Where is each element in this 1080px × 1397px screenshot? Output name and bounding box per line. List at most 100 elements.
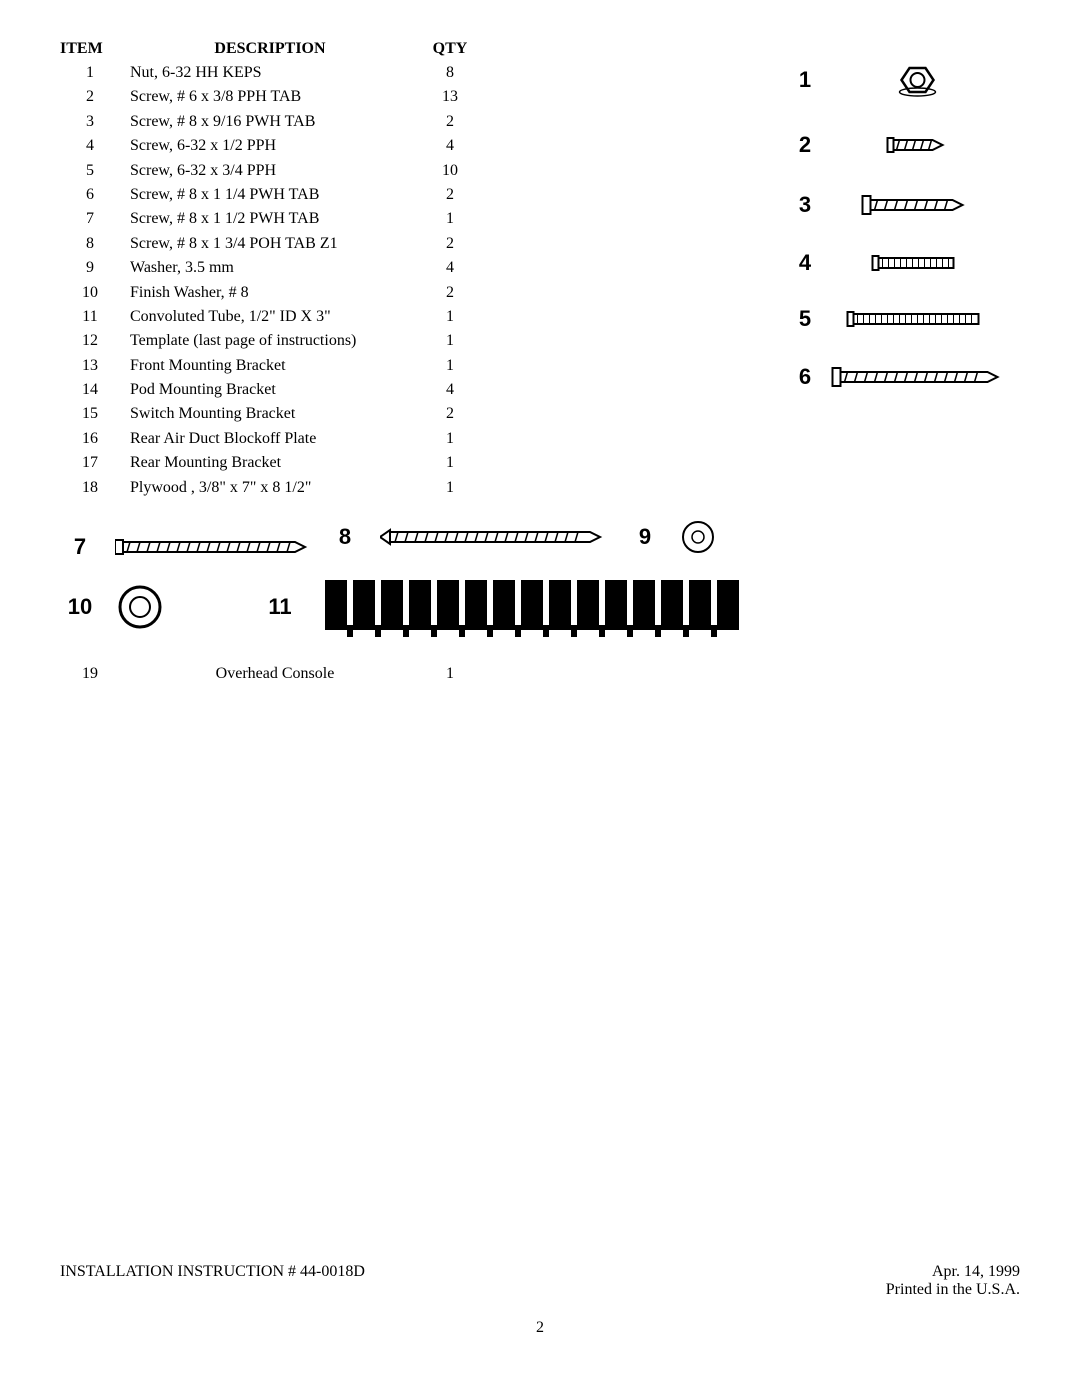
- overhead-qty: 1: [420, 665, 480, 683]
- row-item: 5: [60, 160, 120, 182]
- row-item: 14: [60, 379, 120, 401]
- convoluted-tube-icon: [325, 570, 745, 640]
- table-row: 5 Screw, 6-32 x 3/4 PPH 10: [60, 160, 745, 182]
- row-qty: 2: [420, 184, 480, 206]
- row-item: 9: [60, 257, 120, 279]
- row-qty: 8: [420, 62, 480, 84]
- row-description: Rear Air Duct Blockoff Plate: [120, 428, 420, 450]
- table-row: 18 Plywood , 3/8" x 7" x 8 1/2" 1: [60, 477, 745, 499]
- row-qty: 1: [420, 306, 480, 328]
- row-description: Rear Mounting Bracket: [120, 452, 420, 474]
- illus-num-8: 8: [325, 524, 365, 550]
- row-description: Screw, # 8 x 1 3/4 POH TAB Z1: [120, 233, 420, 255]
- header-item: ITEM: [60, 40, 120, 58]
- row-description: Convoluted Tube, 1/2" ID X 3": [120, 306, 420, 328]
- row-description: Plywood , 3/8" x 7" x 8 1/2": [120, 477, 420, 499]
- row-qty: 2: [420, 111, 480, 133]
- illus-num-11: 11: [260, 594, 300, 620]
- row-item: 16: [60, 428, 120, 450]
- row-description: Screw, # 6 x 3/8 PPH TAB: [120, 86, 420, 108]
- illus-num-10: 10: [60, 594, 100, 620]
- row-qty: 10: [420, 160, 480, 182]
- row-qty: 1: [420, 477, 480, 499]
- row-item: 10: [60, 282, 120, 304]
- row-description: Finish Washer, # 8: [120, 282, 420, 304]
- row-item: 13: [60, 355, 120, 377]
- illustrations-column: 1 2 3: [785, 40, 1020, 683]
- footer-printed: Printed in the U.S.A.: [886, 1281, 1020, 1299]
- row-description: Switch Mounting Bracket: [120, 403, 420, 425]
- screw-machine-long-icon: [825, 306, 1020, 332]
- row-qty: 2: [420, 282, 480, 304]
- table-row: 9 Washer, 3.5 mm 4: [60, 257, 745, 279]
- finish-washer-icon: [115, 582, 165, 632]
- page-number: 2: [60, 1319, 1020, 1337]
- parts-table: ITEM DESCRIPTION QTY 1 Nut, 6-32 HH KEPS…: [60, 40, 745, 683]
- screw-med-icon: [825, 190, 1020, 220]
- illus-num-5: 5: [785, 306, 825, 332]
- row-qty: 2: [420, 403, 480, 425]
- table-row: 1 Nut, 6-32 HH KEPS 8: [60, 62, 745, 84]
- row-description: Washer, 3.5 mm: [120, 257, 420, 279]
- row-qty: 13: [420, 86, 480, 108]
- table-row: 10 Finish Washer, # 8 2: [60, 282, 745, 304]
- illus-num-6: 6: [785, 364, 825, 390]
- screw-longer-icon: [825, 362, 1020, 392]
- row-item: 17: [60, 452, 120, 474]
- row-description: Screw, # 8 x 1 1/2 PWH TAB: [120, 208, 420, 230]
- table-row: 3 Screw, # 8 x 9/16 PWH TAB 2: [60, 111, 745, 133]
- table-row: 14 Pod Mounting Bracket 4: [60, 379, 745, 401]
- row-qty: 1: [420, 355, 480, 377]
- row-qty: 2: [420, 233, 480, 255]
- row-description: Screw, # 8 x 1 1/4 PWH TAB: [120, 184, 420, 206]
- header-description: DESCRIPTION: [120, 40, 420, 58]
- row-item: 3: [60, 111, 120, 133]
- table-row: 11 Convoluted Tube, 1/2" ID X 3" 1: [60, 306, 745, 328]
- table-row: 13 Front Mounting Bracket 1: [60, 355, 745, 377]
- row-description: Screw, 6-32 x 1/2 PPH: [120, 135, 420, 157]
- screw-long-icon: [115, 532, 315, 562]
- overhead-item: 19: [60, 665, 120, 683]
- row-description: Template (last page of instructions): [120, 330, 420, 352]
- row-item: 4: [60, 135, 120, 157]
- row-description: Pod Mounting Bracket: [120, 379, 420, 401]
- table-row: 8 Screw, # 8 x 1 3/4 POH TAB Z1 2: [60, 233, 745, 255]
- table-row: 17 Rear Mounting Bracket 1: [60, 452, 745, 474]
- table-row: 12 Template (last page of instructions) …: [60, 330, 745, 352]
- row-description: Nut, 6-32 HH KEPS: [120, 62, 420, 84]
- footer-date: Apr. 14, 1999: [886, 1263, 1020, 1281]
- row-item: 18: [60, 477, 120, 499]
- screw-machine-short-icon: [825, 250, 1020, 276]
- row-qty: 1: [420, 428, 480, 450]
- row-item: 6: [60, 184, 120, 206]
- parts-section: ITEM DESCRIPTION QTY 1 Nut, 6-32 HH KEPS…: [60, 40, 1020, 683]
- table-row: 2 Screw, # 6 x 3/8 PPH TAB 13: [60, 86, 745, 108]
- overhead-row: 19 Overhead Console 1: [60, 665, 745, 683]
- illus-num-3: 3: [785, 192, 825, 218]
- row-item: 2: [60, 86, 120, 108]
- row-description: Front Mounting Bracket: [120, 355, 420, 377]
- row-item: 1: [60, 62, 120, 84]
- row-qty: 1: [420, 208, 480, 230]
- bottom-illustrations: 7: [60, 519, 745, 645]
- row-description: Screw, # 8 x 9/16 PWH TAB: [120, 111, 420, 133]
- table-header: ITEM DESCRIPTION QTY: [60, 40, 745, 58]
- washer-icon: [680, 519, 716, 555]
- row-qty: 1: [420, 452, 480, 474]
- row-description: Screw, 6-32 x 3/4 PPH: [120, 160, 420, 182]
- screw-short-icon: [825, 130, 1020, 160]
- table-row: 15 Switch Mounting Bracket 2: [60, 403, 745, 425]
- illus-num-4: 4: [785, 250, 825, 276]
- illus-num-2: 2: [785, 132, 825, 158]
- nut-icon: [825, 60, 1020, 100]
- row-item: 15: [60, 403, 120, 425]
- row-qty: 4: [420, 257, 480, 279]
- overhead-desc: Overhead Console: [120, 665, 420, 683]
- footer-doc-id: INSTALLATION INSTRUCTION # 44-0018D: [60, 1263, 365, 1299]
- row-item: 7: [60, 208, 120, 230]
- row-item: 8: [60, 233, 120, 255]
- table-row: 6 Screw, # 8 x 1 1/4 PWH TAB 2: [60, 184, 745, 206]
- illus-num-7: 7: [60, 534, 100, 560]
- row-item: 12: [60, 330, 120, 352]
- screw-longest-icon: [380, 522, 610, 552]
